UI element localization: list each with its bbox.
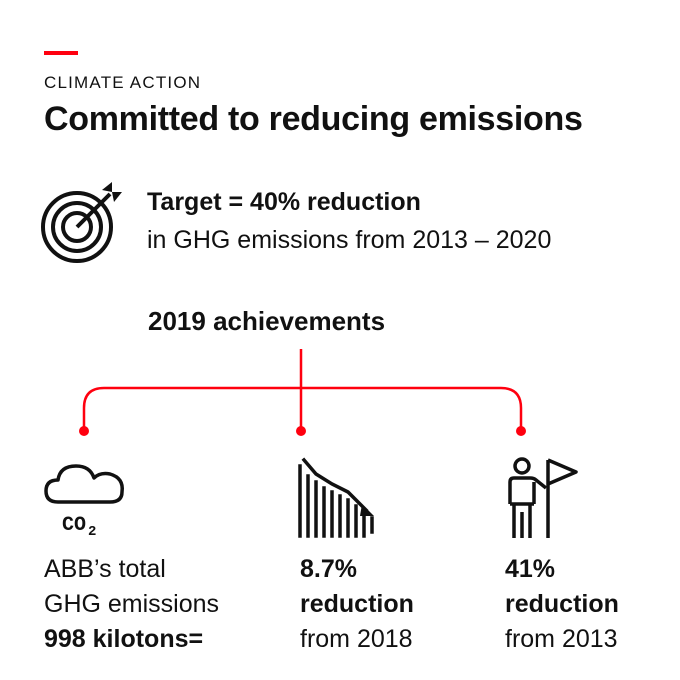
total-emissions-value: 998 kilotons= bbox=[44, 625, 204, 653]
achievements-heading: 2019 achievements bbox=[148, 306, 386, 336]
reduction-2018-value: 8.7% bbox=[300, 555, 357, 583]
total-emissions-label-2: GHG emissions bbox=[44, 590, 220, 618]
declining-chart-icon bbox=[298, 457, 374, 538]
page-title: Committed to reducing emissions bbox=[44, 100, 583, 138]
achievement-reduction-2018: 8.7% reduction from 2018 bbox=[300, 552, 414, 657]
target-icon bbox=[41, 182, 122, 263]
section-label: CLIMATE ACTION bbox=[44, 73, 202, 92]
total-emissions-label: ABB’s total bbox=[44, 555, 166, 583]
reduction-2018-baseline: from 2018 bbox=[300, 625, 413, 653]
reduction-2013-value: 41% bbox=[505, 555, 556, 583]
achievement-reduction-2013: 41% reduction from 2013 bbox=[505, 552, 619, 657]
co2-subscript: 2 bbox=[88, 524, 96, 540]
reduction-2018-label: reduction bbox=[300, 590, 414, 618]
achievement-total-emissions: ABB’s total GHG emissions 998 kilotons= bbox=[44, 552, 219, 657]
person-flag-icon bbox=[508, 457, 578, 538]
target-headline: Target = 40% reduction bbox=[147, 188, 421, 216]
reduction-2013-label: reduction bbox=[505, 590, 619, 618]
co2-cloud-icon: CO 2 bbox=[44, 464, 124, 540]
accent-bar bbox=[44, 51, 78, 55]
target-detail: in GHG emissions from 2013 – 2020 bbox=[147, 226, 552, 254]
co2-label: CO bbox=[62, 514, 86, 537]
reduction-2013-baseline: from 2013 bbox=[505, 625, 618, 653]
